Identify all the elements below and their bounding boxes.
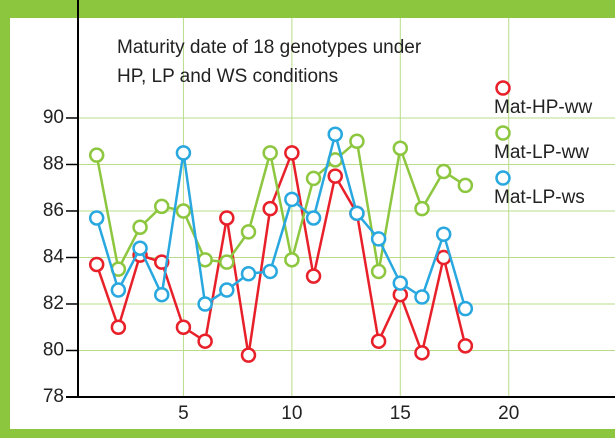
point [175, 319, 192, 335]
chart-title: HP, LP and WS conditions [117, 66, 338, 87]
point [414, 289, 430, 305]
y-tick-label: 82 [43, 293, 64, 314]
point [153, 198, 170, 215]
point [219, 282, 235, 298]
point [435, 163, 452, 180]
point [110, 282, 127, 298]
point [262, 145, 278, 161]
y-tick-label: 84 [43, 247, 65, 268]
point [414, 200, 430, 217]
legend-label: Mat-LP-ws [494, 187, 585, 208]
y-tick-label: 80 [43, 340, 64, 361]
point [132, 240, 148, 256]
point [392, 140, 409, 156]
legend-label: Mat-LP-ww [494, 142, 589, 163]
point [240, 266, 257, 282]
point [153, 286, 170, 303]
x-tick-label: 20 [498, 403, 519, 424]
point [88, 210, 105, 226]
y-tick-label: 78 [43, 386, 64, 407]
point [370, 333, 387, 349]
point [175, 145, 192, 161]
legend-marker [495, 170, 511, 186]
y-tick-label: 86 [43, 200, 64, 221]
point [88, 256, 105, 273]
frame-bottom [0, 429, 615, 438]
point [370, 263, 387, 280]
point [110, 319, 127, 335]
point [219, 254, 235, 270]
point [132, 219, 148, 236]
legend-label: Mat-HP-ww [494, 97, 592, 118]
point [197, 296, 213, 312]
point [284, 145, 300, 161]
point [457, 338, 474, 354]
point [262, 200, 278, 217]
y-tick-label: 88 [43, 154, 64, 175]
y-tick-label: 90 [43, 107, 64, 128]
point [219, 210, 235, 226]
point [349, 133, 365, 149]
chart-title: Maturity date of 18 genotypes under [117, 37, 422, 58]
grid [78, 18, 615, 398]
x-tick-label: 10 [281, 403, 302, 424]
point [392, 275, 409, 291]
point [457, 300, 474, 317]
point [197, 333, 213, 349]
x-tick-label: 5 [178, 403, 189, 424]
legend-marker [495, 125, 511, 141]
point [175, 203, 192, 219]
point [370, 231, 387, 247]
point [435, 226, 452, 242]
point [327, 126, 343, 143]
point [284, 191, 300, 208]
point [240, 224, 257, 240]
point [327, 168, 343, 184]
point [457, 177, 474, 194]
point [88, 147, 105, 163]
point [262, 263, 278, 280]
x-tick-label: 15 [390, 403, 411, 424]
point [305, 170, 322, 187]
plot [88, 126, 474, 363]
point [240, 347, 257, 363]
frame-top [0, 0, 615, 18]
point [305, 210, 322, 226]
point [284, 252, 300, 268]
frame-left [0, 0, 10, 438]
legend-marker [495, 80, 511, 96]
point [414, 345, 430, 361]
point [349, 205, 365, 222]
point [305, 268, 322, 284]
